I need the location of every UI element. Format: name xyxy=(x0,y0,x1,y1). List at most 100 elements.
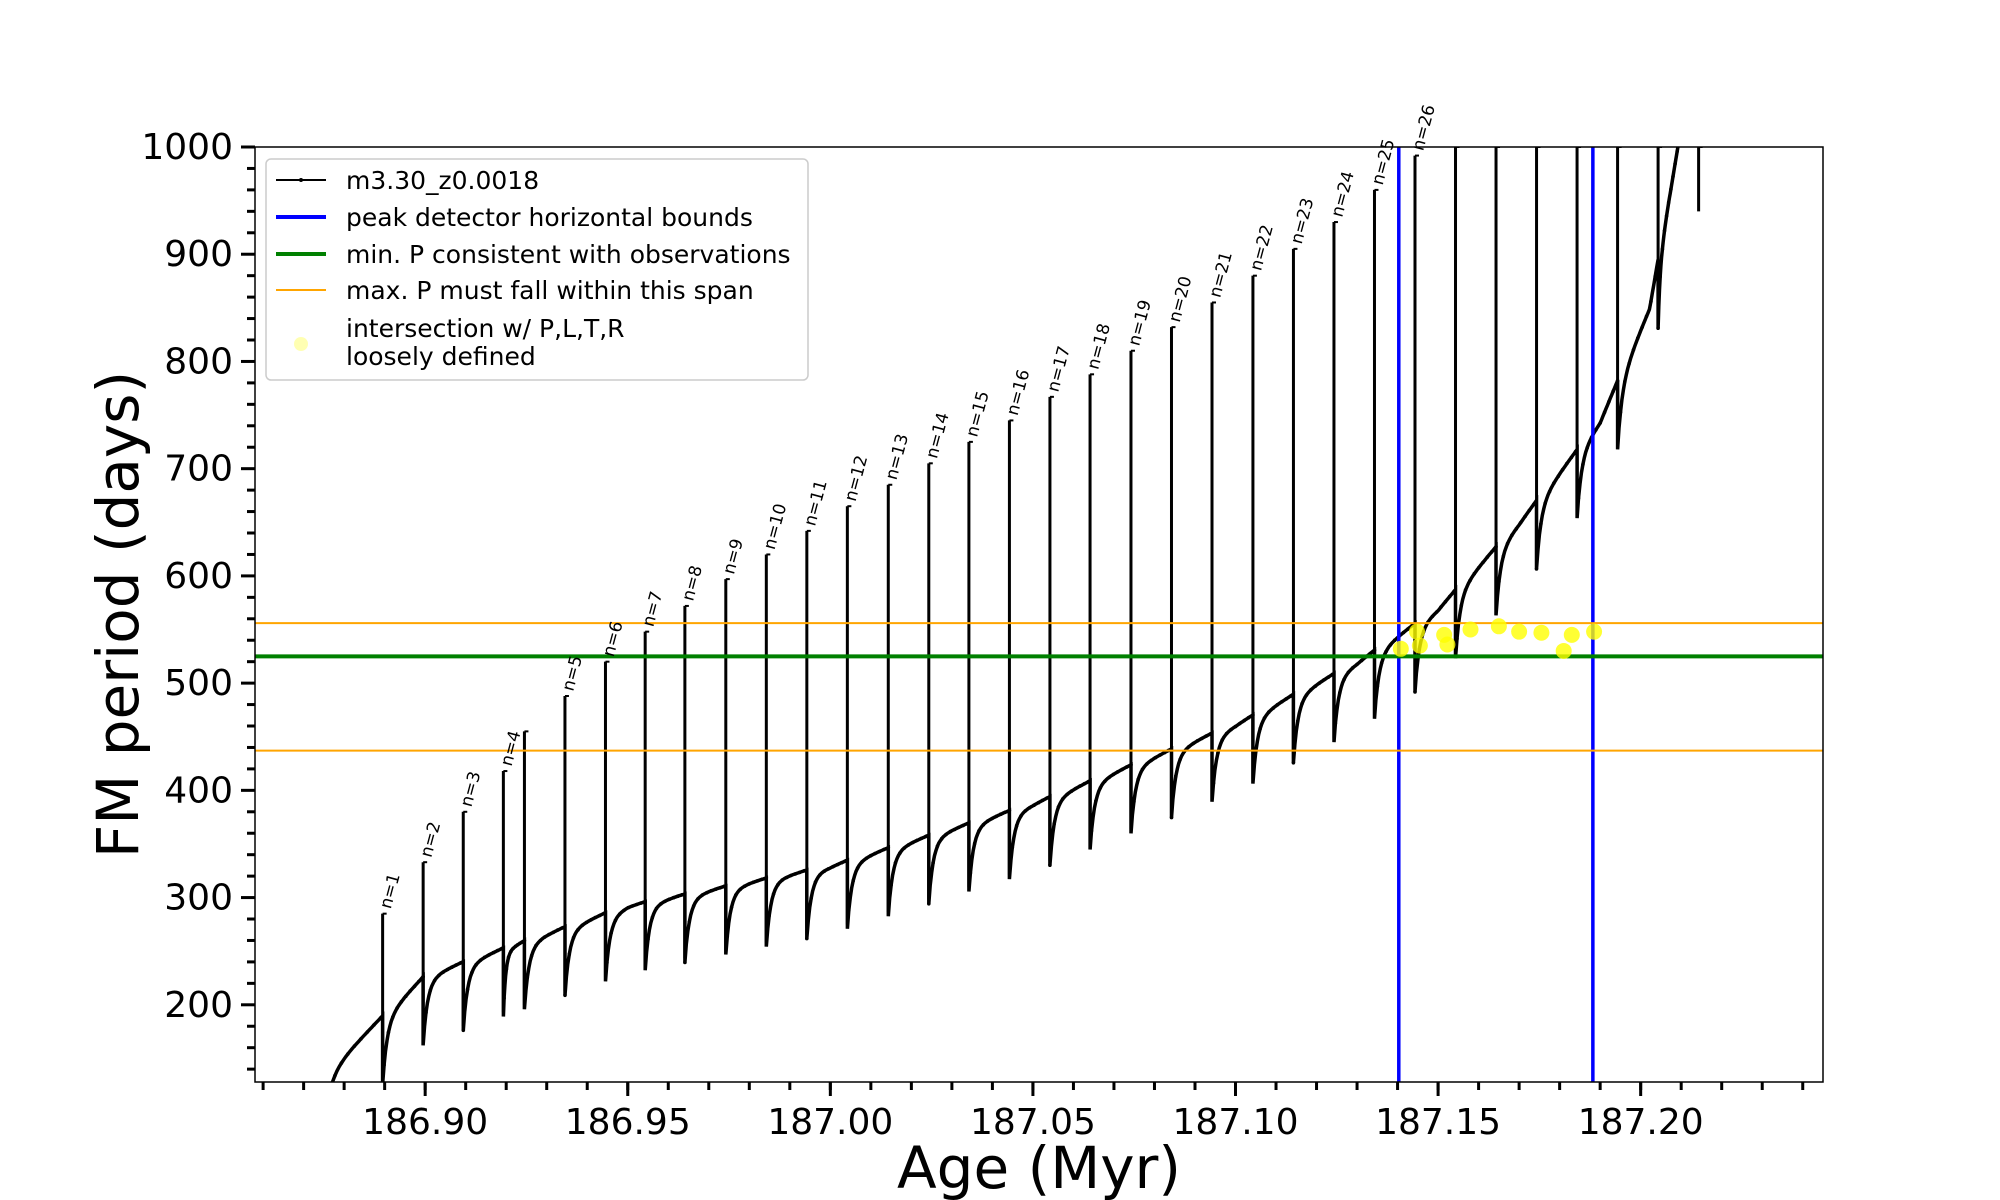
series-point xyxy=(784,875,789,880)
series-point xyxy=(1200,736,1204,741)
series-point xyxy=(927,902,931,906)
x-tick-label: 186.90 xyxy=(362,1102,488,1143)
series-point xyxy=(755,879,760,883)
pulse-label: n=20 xyxy=(1165,274,1196,324)
series-point xyxy=(432,978,437,983)
x-tick-label: 187.15 xyxy=(1375,1102,1501,1143)
series-point xyxy=(1539,522,1543,526)
series-point xyxy=(1124,765,1129,769)
series-point xyxy=(1430,614,1435,619)
series-point xyxy=(555,928,560,932)
series-point xyxy=(1145,762,1149,766)
series-point xyxy=(767,913,771,918)
series-point xyxy=(1271,706,1275,710)
series-point xyxy=(1158,753,1162,757)
series-point xyxy=(1392,638,1397,642)
series-point xyxy=(509,949,513,954)
intersection-marker xyxy=(1439,636,1456,653)
series-point xyxy=(1565,461,1569,466)
series-point xyxy=(855,866,860,870)
x-tick-label: 187.10 xyxy=(1173,1102,1299,1143)
series-point xyxy=(1552,481,1556,485)
series-point xyxy=(1481,560,1485,565)
series-point xyxy=(470,970,474,975)
series-point xyxy=(441,970,446,974)
y-tick-label: 1000 xyxy=(141,127,233,168)
pulse-label: n=8 xyxy=(678,563,707,603)
series-point xyxy=(1338,691,1342,695)
series-point xyxy=(1636,336,1640,340)
series-point xyxy=(822,869,826,873)
series-point xyxy=(327,1095,331,1099)
series-point xyxy=(985,819,990,823)
pulse-label: n=21 xyxy=(1206,250,1237,300)
series-point xyxy=(1162,750,1167,755)
series-point xyxy=(687,920,692,924)
series-point xyxy=(793,872,798,876)
series-point xyxy=(1187,744,1191,749)
series-point xyxy=(593,915,598,920)
series-point xyxy=(542,935,547,939)
series-point xyxy=(417,979,421,984)
series-point xyxy=(797,870,802,875)
series-point xyxy=(1523,514,1527,519)
series-point xyxy=(1631,348,1636,352)
series-point xyxy=(893,861,898,865)
series-point xyxy=(1501,554,1506,559)
series-point xyxy=(1443,599,1448,604)
legend-label: min. P consistent with observations xyxy=(346,240,791,269)
series-point xyxy=(495,948,500,953)
x-axis-title: Age (Myr) xyxy=(897,1134,1181,1200)
series-point xyxy=(839,860,844,865)
pulse-label: n=13 xyxy=(882,432,913,482)
series-point xyxy=(1476,566,1481,570)
series-point xyxy=(705,890,709,895)
series-point xyxy=(1296,719,1300,723)
series-point xyxy=(639,901,643,905)
series-point xyxy=(1322,678,1326,682)
series-point xyxy=(1032,803,1036,807)
series-point xyxy=(1107,775,1111,780)
series-point xyxy=(1514,527,1519,531)
series-point xyxy=(482,955,487,960)
series-point xyxy=(915,838,919,843)
series-point xyxy=(1174,774,1178,778)
series-point xyxy=(1671,174,1675,179)
pulse-label: n=22 xyxy=(1246,223,1277,273)
series-point xyxy=(1644,314,1649,319)
series-point xyxy=(994,814,999,819)
series-point xyxy=(1463,588,1468,592)
series-point xyxy=(696,897,700,901)
series-point xyxy=(961,823,965,828)
y-tick-label: 500 xyxy=(164,663,233,704)
pulse-label: n=15 xyxy=(962,389,993,439)
series-point xyxy=(1284,697,1288,701)
intersection-marker xyxy=(1586,623,1603,640)
intersection-marker xyxy=(1462,621,1479,638)
series-point xyxy=(831,864,835,869)
series-point xyxy=(952,827,957,832)
pulse-label: n=16 xyxy=(1003,367,1034,417)
series-point xyxy=(333,1073,337,1078)
x-tick-label: 186.95 xyxy=(565,1102,691,1143)
series-point xyxy=(395,1006,399,1010)
series-point xyxy=(998,812,1003,816)
series-point xyxy=(1291,761,1296,765)
series-point xyxy=(511,946,515,951)
series-point xyxy=(437,973,441,978)
series-point xyxy=(534,943,538,948)
plot-frame xyxy=(254,146,1824,1083)
series-point xyxy=(1078,784,1082,788)
series-point xyxy=(1309,688,1313,692)
series-point xyxy=(882,847,886,852)
series-point xyxy=(818,873,822,877)
series-point xyxy=(1048,863,1052,867)
series-point xyxy=(1242,718,1246,723)
pulse-label: n=12 xyxy=(841,453,872,503)
series-point xyxy=(1379,661,1384,665)
series-point xyxy=(1280,699,1284,704)
series-point xyxy=(1581,462,1585,467)
series-point xyxy=(1304,693,1309,697)
series-point xyxy=(320,1141,324,1145)
